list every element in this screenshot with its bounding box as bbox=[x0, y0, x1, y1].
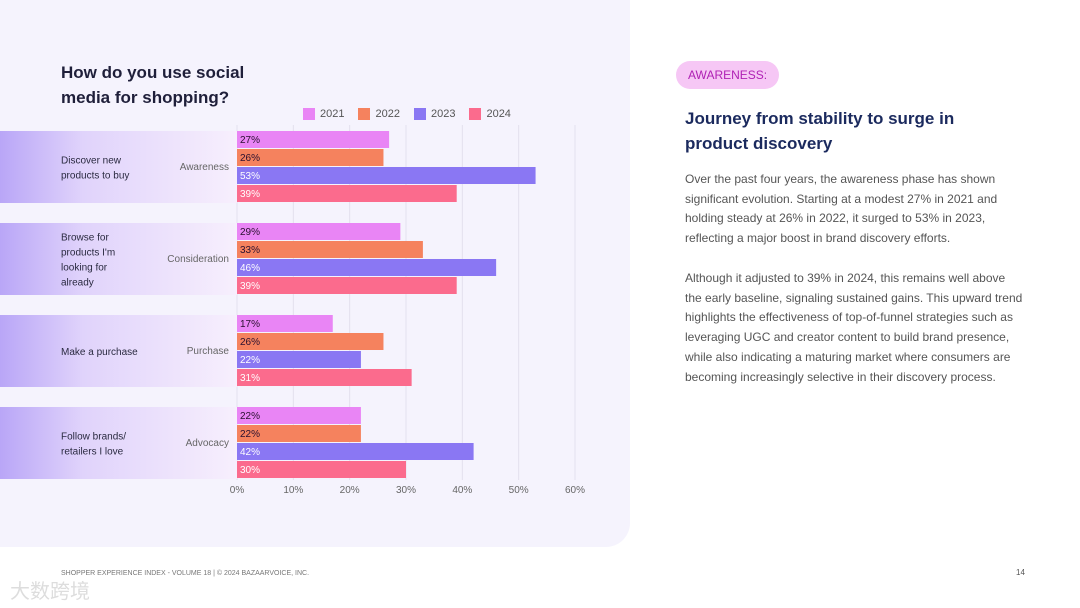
bar-value-label: 39% bbox=[240, 189, 260, 200]
legend-item-2023: 2023 bbox=[413, 108, 456, 120]
bar-2023 bbox=[237, 443, 474, 460]
category-label: products I'm bbox=[61, 248, 115, 259]
bar-chart: 0% 10% 20% 30% 40% 50% 60% Discover new products… bbox=[0, 125, 585, 496]
legend: 2021 2022 2023 2024 bbox=[303, 108, 511, 120]
bar-value-label: 26% bbox=[240, 153, 260, 164]
x-tick-label: 10% bbox=[283, 485, 303, 496]
stage-label: Consideration bbox=[167, 254, 229, 265]
stage-label: Awareness bbox=[180, 162, 229, 173]
legend-label: 2024 bbox=[486, 108, 511, 120]
paragraph-2: Although it adjusted to 39% in 2024, thi… bbox=[685, 271, 1023, 384]
category-label: Discover new bbox=[61, 156, 122, 167]
category-label: Make a purchase bbox=[61, 347, 138, 358]
footer-text: SHOPPER EXPERIENCE INDEX - VOLUME 18 | ©… bbox=[61, 570, 310, 577]
bar-2023 bbox=[237, 259, 497, 276]
bar-value-label: 31% bbox=[240, 373, 260, 384]
stage-label: Advocacy bbox=[186, 438, 229, 449]
category-band bbox=[0, 315, 237, 387]
bar-value-label: 53% bbox=[240, 171, 260, 182]
category-band bbox=[0, 131, 237, 203]
bar-value-label: 30% bbox=[240, 465, 260, 476]
legend-item-2022: 2022 bbox=[358, 108, 400, 120]
bar-value-label: 39% bbox=[240, 281, 260, 292]
category-band bbox=[0, 407, 237, 479]
bar-2024 bbox=[237, 461, 406, 478]
bar-2022 bbox=[237, 149, 384, 166]
bar-value-label: 29% bbox=[240, 227, 260, 238]
x-tick-label: 30% bbox=[396, 485, 416, 496]
legend-label: 2022 bbox=[375, 108, 400, 120]
category-label: retailers I love bbox=[61, 447, 124, 458]
bar-2024 bbox=[237, 277, 457, 294]
category-label: Browse for bbox=[61, 233, 109, 244]
paragraph-1: Over the past four years, the awareness … bbox=[685, 172, 998, 246]
legend-item-2024: 2024 bbox=[469, 108, 511, 120]
bar-2021 bbox=[237, 315, 333, 332]
bar-2021 bbox=[237, 407, 361, 424]
watermark: 大数跨境 bbox=[10, 581, 90, 603]
bar-value-label: 22% bbox=[240, 429, 260, 440]
bar-value-label: 27% bbox=[240, 135, 260, 146]
legend-label: 2021 bbox=[320, 108, 345, 120]
x-tick-label: 40% bbox=[452, 485, 472, 496]
bar-2024 bbox=[237, 369, 412, 386]
bar-value-label: 42% bbox=[240, 447, 260, 458]
x-tick-label: 20% bbox=[340, 485, 360, 496]
page-number: 14 bbox=[1016, 568, 1025, 577]
bar-2024 bbox=[237, 185, 457, 202]
category-band bbox=[0, 223, 237, 295]
legend-swatch bbox=[303, 108, 315, 120]
bar-2022 bbox=[237, 333, 384, 350]
section-heading: Journey from stability to surge in produ… bbox=[685, 109, 955, 153]
legend-swatch bbox=[413, 108, 426, 120]
section-tag: AWARENESS: bbox=[676, 61, 780, 89]
bar-value-label: 22% bbox=[240, 411, 260, 422]
stage-label: Purchase bbox=[187, 346, 230, 357]
bar-value-label: 26% bbox=[240, 337, 260, 348]
bar-2021 bbox=[237, 131, 390, 148]
category-label: products to buy bbox=[61, 171, 129, 182]
category-label: already bbox=[61, 278, 94, 289]
bar-2023 bbox=[237, 351, 361, 368]
category-label: looking for bbox=[61, 263, 108, 274]
bar-value-label: 33% bbox=[240, 245, 260, 256]
chart-title: How do you use social media for shopping… bbox=[61, 63, 245, 107]
x-tick-label: 0% bbox=[230, 485, 245, 496]
legend-item-2021: 2021 bbox=[303, 108, 344, 120]
x-tick-label: 50% bbox=[509, 485, 529, 496]
bar-value-label: 46% bbox=[240, 263, 260, 274]
x-tick-label: 60% bbox=[565, 485, 585, 496]
legend-label: 2023 bbox=[430, 108, 456, 120]
bar-value-label: 22% bbox=[240, 355, 260, 366]
bar-value-label: 17% bbox=[240, 319, 260, 330]
category-label: Follow brands/ bbox=[61, 432, 126, 443]
bar-2022 bbox=[237, 241, 423, 258]
bar-2023 bbox=[237, 167, 536, 184]
bar-2021 bbox=[237, 223, 401, 240]
legend-swatch bbox=[469, 108, 482, 120]
bar-2022 bbox=[237, 425, 361, 442]
legend-swatch bbox=[358, 108, 371, 120]
